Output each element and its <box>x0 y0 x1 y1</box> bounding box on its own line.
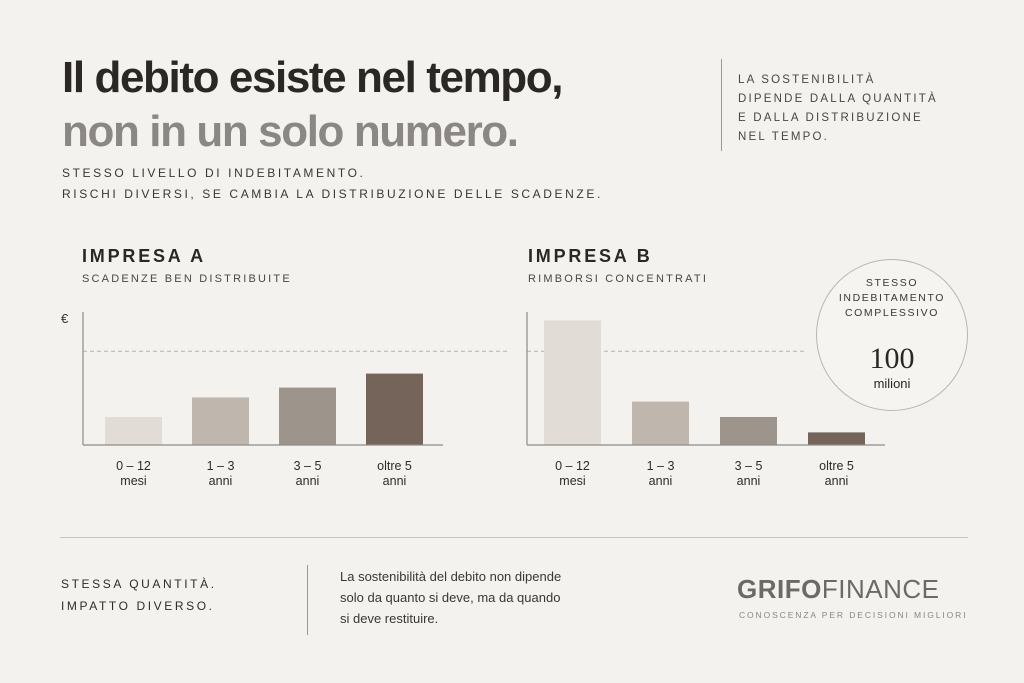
title-line-1: Il debito esiste nel tempo, <box>62 53 563 102</box>
category-label: anni <box>296 474 320 488</box>
category-label: 1 – 3 <box>207 459 235 473</box>
title-line-2: non in un solo numero. <box>62 107 519 156</box>
brand-light: FINANCE <box>821 574 940 604</box>
sidenote-line: DIPENDE DALLA QUANTITÀ <box>738 93 938 105</box>
footer-claim-line: IMPATTO DIVERSO. <box>61 599 215 613</box>
category-label: anni <box>649 474 673 488</box>
footer-text: La sostenibilità del debito non dipende … <box>340 566 630 629</box>
brand-tagline: CONOSCENZA PER DECISIONI MIGLIORI <box>739 610 968 620</box>
bar-0-12 <box>544 320 601 445</box>
category-label: anni <box>737 474 761 488</box>
bar-oltre-5 <box>808 432 865 445</box>
chart-a-subtitle: SCADENZE BEN DISTRIBUITE <box>82 273 292 285</box>
bar-0-12 <box>105 417 162 445</box>
badge-unit: milioni <box>873 376 911 391</box>
category-label: 3 – 5 <box>735 459 763 473</box>
category-label: anni <box>209 474 233 488</box>
category-label: 3 – 5 <box>294 459 322 473</box>
badge-label-line: INDEBITAMENTO <box>838 292 946 304</box>
category-label: oltre 5 <box>377 459 412 473</box>
footer-text-line: si deve restituire. <box>340 611 439 626</box>
category-label: anni <box>383 474 407 488</box>
header-divider <box>721 59 722 151</box>
subtitle-line-2: RISCHI DIVERSI, SE CAMBIA LA DISTRIBUZIO… <box>62 187 603 201</box>
footer-divider <box>60 537 968 538</box>
footer-vertical-divider <box>307 565 308 635</box>
sidenote: LA SOSTENIBILITÀ DIPENDE DALLA QUANTITÀ … <box>738 71 938 147</box>
chart-a-title: IMPRESA A <box>82 246 206 266</box>
chart-a-ylabel: € <box>61 311 69 326</box>
brand-bold: GRIFO <box>737 574 822 604</box>
total-debt-badge: STESSO INDEBITAMENTO COMPLESSIVO 100 mil… <box>816 259 968 411</box>
bar-3-5 <box>720 417 777 445</box>
badge-label-line: STESSO <box>865 277 919 289</box>
footer-text-line: solo da quanto si deve, ma da quando <box>340 590 561 605</box>
brand-logo: GRIFOFINANCE <box>737 574 939 605</box>
category-label: 1 – 3 <box>647 459 675 473</box>
sidenote-line: NEL TEMPO. <box>738 131 830 143</box>
category-label: anni <box>825 474 849 488</box>
category-label: oltre 5 <box>819 459 854 473</box>
category-label: mesi <box>120 474 146 488</box>
chart-b-subtitle: RIMBORSI CONCENTRATI <box>528 273 709 285</box>
chart-b-title: IMPRESA B <box>528 246 653 266</box>
sidenote-line: LA SOSTENIBILITÀ <box>738 74 876 86</box>
sidenote-line: E DALLA DISTRIBUZIONE <box>738 112 923 124</box>
bar-1-3 <box>192 397 249 445</box>
subtitle-line-1: STESSO LIVELLO DI INDEBITAMENTO. <box>62 166 366 180</box>
footer-text-line: La sostenibilità del debito non dipende <box>340 569 562 584</box>
badge-value: 100 <box>869 342 915 375</box>
bar-1-3 <box>632 401 689 445</box>
category-label: 0 – 12 <box>555 459 590 473</box>
bar-oltre-5 <box>366 373 423 445</box>
footer-claim-line: STESSA QUANTITÀ. <box>61 577 217 591</box>
badge-label-line: COMPLESSIVO <box>844 307 940 319</box>
badge-label: STESSO INDEBITAMENTO COMPLESSIVO <box>817 276 967 321</box>
category-label: mesi <box>559 474 585 488</box>
footer-claim: STESSA QUANTITÀ. IMPATTO DIVERSO. <box>61 573 217 617</box>
bar-3-5 <box>279 387 336 445</box>
category-label: 0 – 12 <box>116 459 151 473</box>
